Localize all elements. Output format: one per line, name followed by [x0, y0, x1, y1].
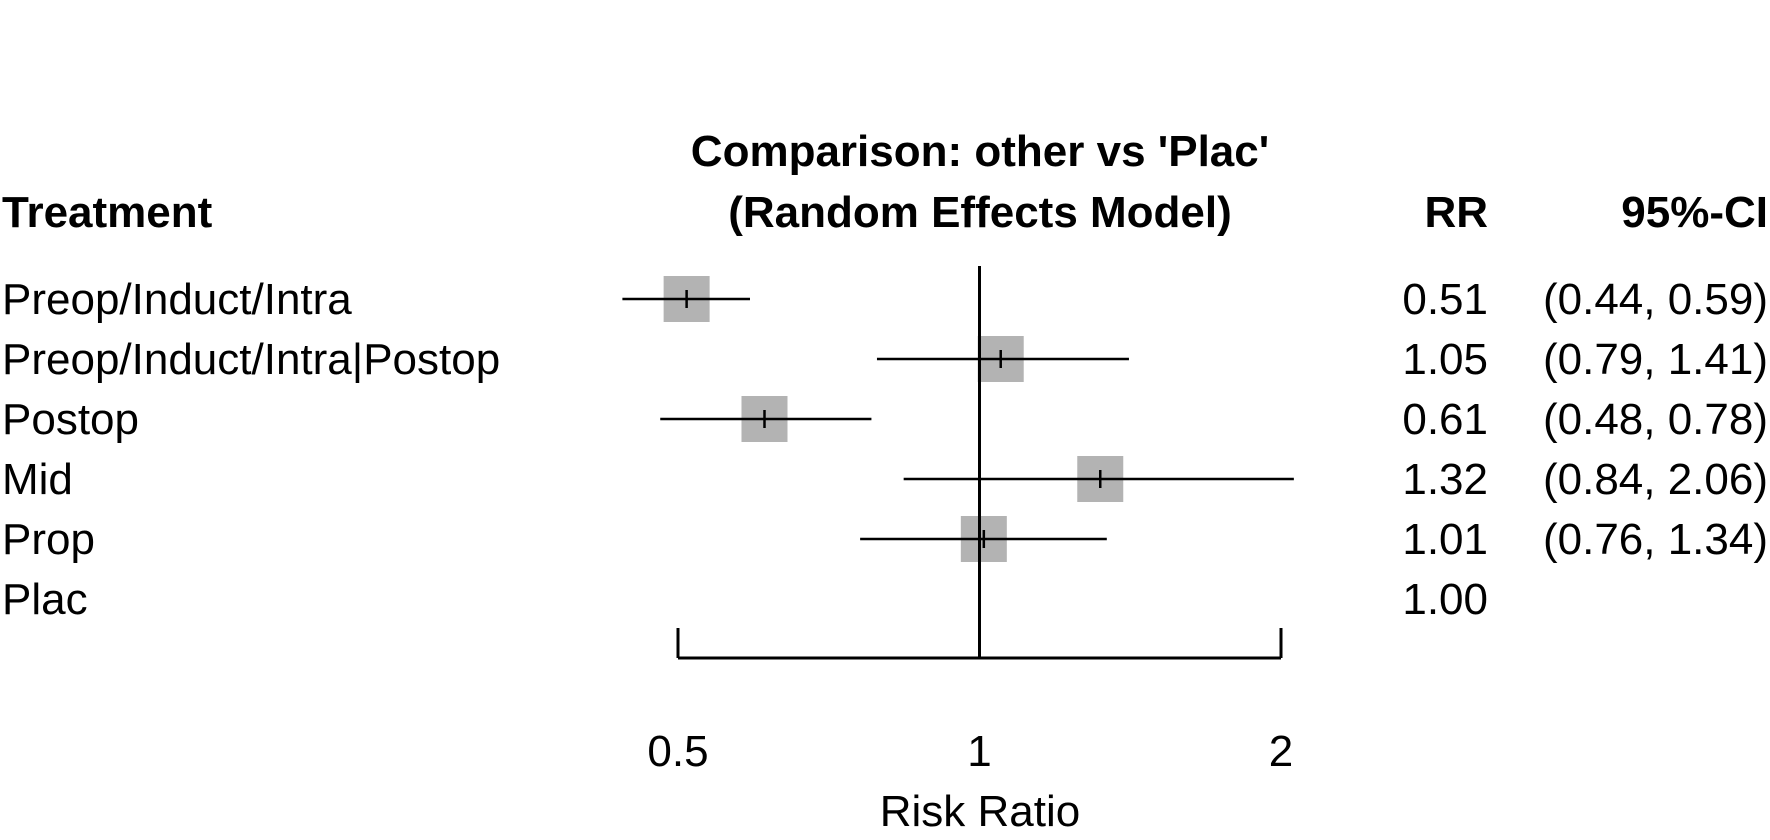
- ci-value: (0.79, 1.41): [1543, 335, 1768, 384]
- treatment-label: Preop/Induct/Intra|Postop: [2, 335, 500, 384]
- chart-title-line-1: Comparison: other vs 'Plac': [691, 127, 1269, 176]
- rr-column-header: RR: [1424, 188, 1488, 237]
- ci-value: (0.44, 0.59): [1543, 275, 1768, 324]
- x-axis-label: Risk Ratio: [880, 787, 1081, 836]
- treatment-label: Postop: [2, 395, 139, 444]
- treatment-label: Preop/Induct/Intra: [2, 275, 352, 324]
- forest-rows: Preop/Induct/Intra 0.51 (0.44, 0.59) Preop/…: [2, 275, 1768, 624]
- treatment-column-header: Treatment: [2, 188, 213, 237]
- rr-value: 1.32: [1402, 455, 1488, 504]
- ci-value: (0.76, 1.34): [1543, 515, 1768, 564]
- chart-title-line-2: (Random Effects Model): [728, 188, 1232, 237]
- rr-value: 1.01: [1402, 515, 1488, 564]
- treatment-label: Prop: [2, 515, 95, 564]
- treatment-label: Mid: [2, 455, 73, 504]
- ci-value: (0.48, 0.78): [1543, 395, 1768, 444]
- x-tick-label: 0.5: [647, 727, 708, 776]
- rr-value: 1.05: [1402, 335, 1488, 384]
- x-axis-ticks: 0.5 1 2: [647, 628, 1293, 776]
- rr-value: 0.51: [1402, 275, 1488, 324]
- treatment-label: Plac: [2, 575, 88, 624]
- rr-value: 0.61: [1402, 395, 1488, 444]
- x-tick-label: 1: [967, 727, 991, 776]
- x-tick-label: 2: [1269, 727, 1293, 776]
- ci-value: (0.84, 2.06): [1543, 455, 1768, 504]
- ci-column-header: 95%-CI: [1621, 188, 1768, 237]
- rr-value: 1.00: [1402, 575, 1488, 624]
